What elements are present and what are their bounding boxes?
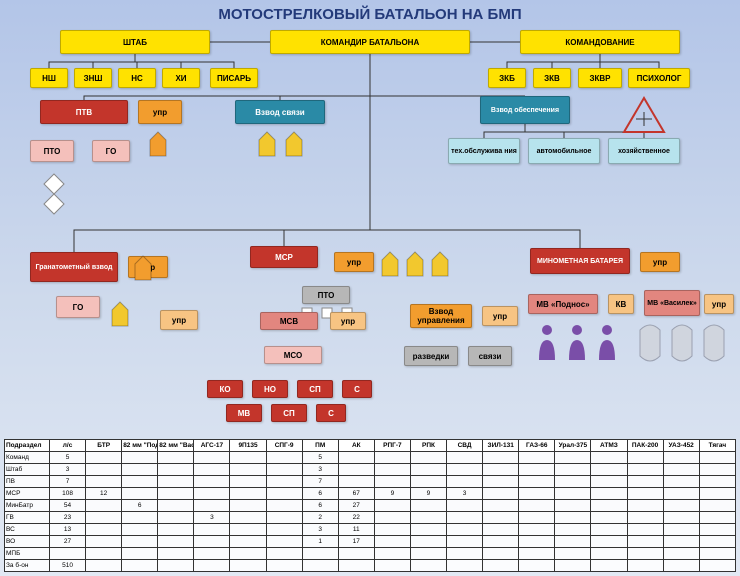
node-pto: ПТО <box>30 140 74 162</box>
node-ns: НС <box>118 68 156 88</box>
node-sp2: СП <box>271 404 307 422</box>
node-zkv: ЗКВ <box>533 68 571 88</box>
node-grvz: Гранатометный взвод <box>30 252 118 282</box>
node-sp: СП <box>297 380 333 398</box>
node-pto2: ПТО <box>302 286 350 304</box>
equipment-table: Подразделл/сБТР82 мм "Поднос"82 мм "Васи… <box>4 439 736 572</box>
node-zkvr: ЗКВР <box>578 68 622 88</box>
node-mso: МСО <box>264 346 322 364</box>
node-mvpod: МВ «Поднос» <box>528 294 598 314</box>
table-row: ГВ233222 <box>5 512 736 524</box>
node-mvvas: МВ «Василек» <box>644 290 700 316</box>
col-header: л/с <box>50 440 86 452</box>
node-msv: МСВ <box>260 312 318 330</box>
node-shtab: ШТАБ <box>60 30 210 54</box>
node-upr3: упр <box>334 252 374 272</box>
node-upr4: упр <box>330 312 366 330</box>
table-row: ВО27117 <box>5 536 736 548</box>
node-no: НО <box>252 380 288 398</box>
node-msr: МСР <box>250 246 318 268</box>
table-row: МПБ <box>5 548 736 560</box>
node-minbat: МИНОМЕТНАЯ БАТАРЕЯ <box>530 248 630 274</box>
col-header: АТМЗ <box>591 440 627 452</box>
shield-group-icon <box>636 320 732 368</box>
node-hoz: хозяйственное <box>608 138 680 164</box>
node-hi: ХИ <box>162 68 200 88</box>
table-row: МСР10812667993 <box>5 488 736 500</box>
node-svya: связи <box>468 346 512 366</box>
col-header: 9П135 <box>230 440 266 452</box>
table-row: МинБатр546627 <box>5 500 736 512</box>
node-avto: автомобильное <box>528 138 600 164</box>
node-vzsv: Взвод связи <box>235 100 325 124</box>
col-header: Тягач <box>699 440 735 452</box>
pentagon-icon <box>380 250 400 278</box>
medical-triangle-icon <box>622 96 666 134</box>
pentagon-icon <box>430 250 450 278</box>
col-header: Подраздел <box>5 440 50 452</box>
node-kombat: КОМАНДИР БАТАЛЬОНА <box>270 30 470 54</box>
node-upr7: упр <box>704 294 734 314</box>
node-go2: ГО <box>56 296 100 318</box>
node-kv: КВ <box>608 294 634 314</box>
node-upr5: упр <box>482 306 518 326</box>
table-row: За б-он510 <box>5 560 736 572</box>
person-group-icon <box>535 322 625 366</box>
col-header: 82 мм "Василёк" <box>158 440 194 452</box>
col-header: РПГ-7 <box>374 440 410 452</box>
node-ko: КО <box>207 380 243 398</box>
node-psih: ПСИХОЛОГ <box>628 68 690 88</box>
node-vzob: Взвод обеспечения <box>480 96 570 124</box>
table-row: Штаб33 <box>5 464 736 476</box>
pentagon-icon <box>284 130 304 158</box>
col-header: СВД <box>447 440 483 452</box>
rhombus-icon <box>42 172 66 224</box>
org-chart-canvas: МОТОСТРЕЛКОВЫЙ БАТАЛЬОН НА БМП ШТАБКОМАН… <box>0 0 740 576</box>
pentagon-icon <box>405 250 425 278</box>
node-s1: С <box>342 380 372 398</box>
node-nsh: НШ <box>30 68 68 88</box>
node-znsh: ЗНШ <box>74 68 112 88</box>
col-header: СПГ-9 <box>266 440 302 452</box>
col-header: Урал-375 <box>555 440 591 452</box>
col-header: БТР <box>86 440 122 452</box>
table-row: ПВ77 <box>5 476 736 488</box>
node-go: ГО <box>92 140 130 162</box>
node-vzupr: Взвод управления <box>410 304 472 328</box>
node-pisar: ПИСАРЬ <box>210 68 258 88</box>
col-header: ПАК-200 <box>627 440 663 452</box>
col-header: УАЗ-452 <box>663 440 699 452</box>
node-upr6: упр <box>640 252 680 272</box>
node-zkb: ЗКБ <box>488 68 526 88</box>
col-header: РПК <box>410 440 446 452</box>
pentagon-icon <box>133 254 153 282</box>
col-header: АГС-17 <box>194 440 230 452</box>
col-header: АК <box>338 440 374 452</box>
col-header: ПМ <box>302 440 338 452</box>
node-mv: МВ <box>226 404 262 422</box>
pentagon-icon <box>110 300 130 328</box>
table-row: Команд55 <box>5 452 736 464</box>
table-row: ВС13311 <box>5 524 736 536</box>
col-header: ГАЗ-66 <box>519 440 555 452</box>
node-razv: разведки <box>404 346 458 366</box>
node-komand: КОМАНДОВАНИЕ <box>520 30 680 54</box>
node-ptv: ПТВ <box>40 100 128 124</box>
pentagon-icon <box>257 130 277 158</box>
node-upr2b: упр <box>160 310 198 330</box>
col-header: 82 мм "Поднос" <box>122 440 158 452</box>
node-teh: тех.обслужива ния <box>448 138 520 164</box>
pentagon-icon <box>148 130 168 158</box>
node-upr1: упр <box>138 100 182 124</box>
col-header: ЗИЛ-131 <box>483 440 519 452</box>
node-s2: С <box>316 404 346 422</box>
